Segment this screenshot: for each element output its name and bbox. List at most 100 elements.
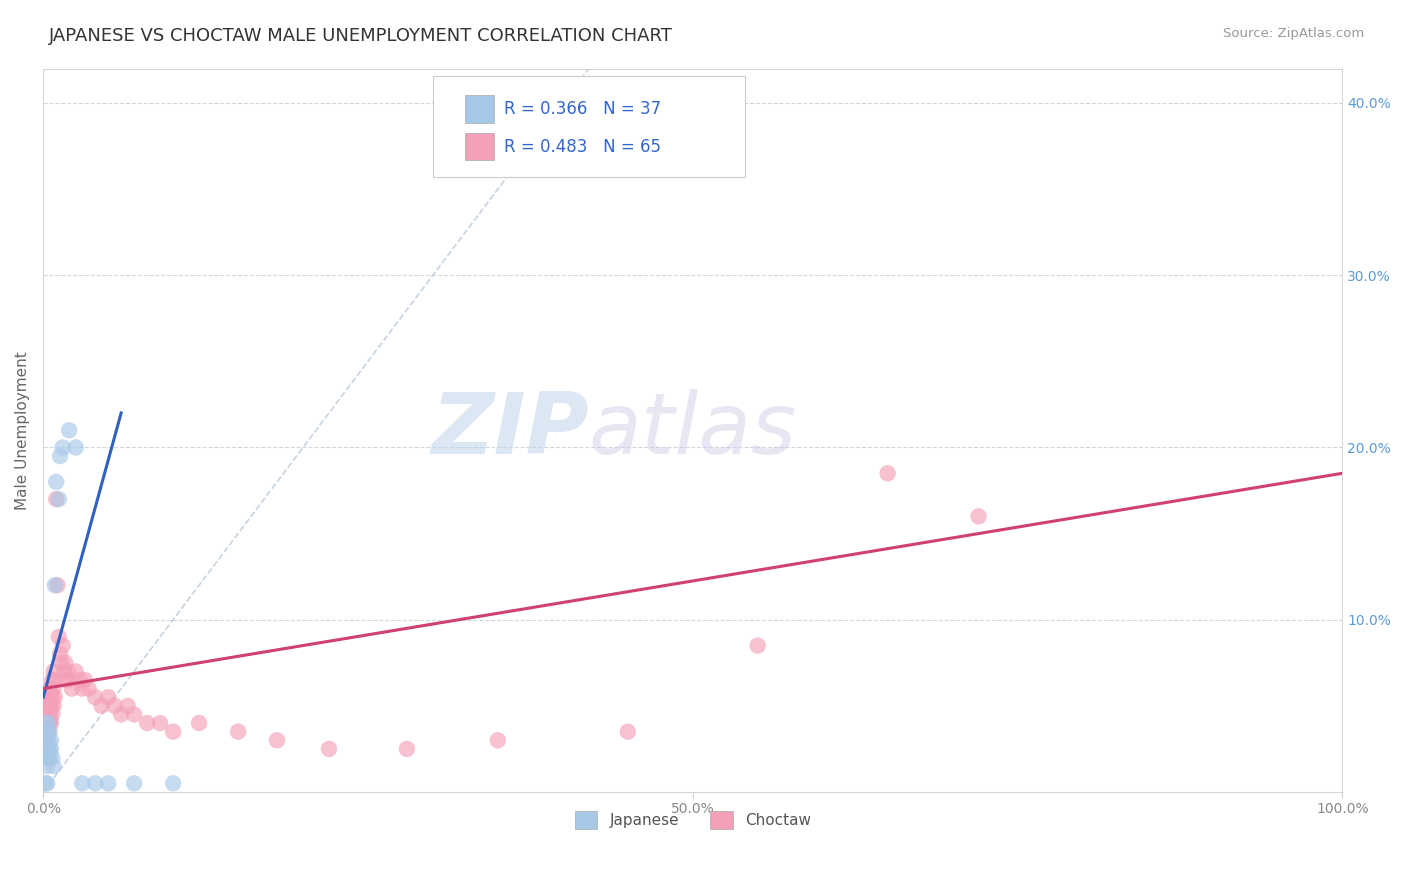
Point (37, 724, 59, 739)
Point (55, 673, 77, 687)
Point (38, 707, 60, 722)
Point (35, 733, 58, 747)
Point (42, 759, 65, 773)
Point (37, 742, 59, 756)
Point (37, 690, 59, 705)
Point (37, 750, 59, 764)
Point (35, 776, 58, 790)
Legend: Japanese, Choctaw: Japanese, Choctaw (568, 805, 817, 835)
Point (35, 733, 58, 747)
Point (38, 716, 60, 731)
Point (35, 707, 58, 722)
Point (49, 449, 72, 463)
Point (318, 742, 340, 756)
Point (69, 673, 91, 687)
Point (52, 441, 75, 455)
Text: Source: ZipAtlas.com: Source: ZipAtlas.com (1223, 27, 1364, 40)
Point (110, 707, 132, 722)
Point (34, 733, 56, 747)
Point (84, 776, 107, 790)
Point (104, 698, 127, 713)
Point (84, 690, 107, 705)
Point (65, 441, 87, 455)
Point (876, 467, 898, 481)
Point (122, 776, 145, 790)
Point (38, 681, 60, 696)
Point (266, 733, 288, 747)
Point (70, 681, 93, 696)
Point (34, 724, 56, 739)
Point (41, 707, 63, 722)
Point (149, 716, 172, 731)
Point (49, 647, 72, 661)
Point (38, 742, 60, 756)
Point (34, 742, 56, 756)
Point (35, 724, 58, 739)
Point (97, 776, 120, 790)
Point (747, 639, 769, 653)
Point (90, 698, 112, 713)
Point (35, 733, 58, 747)
Point (188, 716, 211, 731)
Point (44, 690, 66, 705)
Point (39, 733, 62, 747)
Point (46, 578, 69, 592)
Point (48, 630, 70, 644)
Point (45, 475, 67, 489)
Text: JAPANESE VS CHOCTAW MALE UNEMPLOYMENT CORRELATION CHART: JAPANESE VS CHOCTAW MALE UNEMPLOYMENT CO… (49, 27, 673, 45)
Point (35, 724, 58, 739)
Point (38, 698, 60, 713)
Text: R = 0.483   N = 65: R = 0.483 N = 65 (505, 137, 661, 155)
FancyBboxPatch shape (433, 76, 745, 177)
Point (73, 673, 96, 687)
Point (70, 776, 93, 790)
Point (967, 509, 990, 524)
Point (77, 681, 100, 696)
Point (162, 724, 184, 739)
Point (35, 716, 58, 731)
Point (41, 690, 63, 705)
Point (53, 656, 76, 670)
Point (395, 742, 418, 756)
Point (58, 423, 80, 437)
Point (38, 750, 60, 764)
Point (44, 578, 66, 592)
Point (39, 742, 62, 756)
Point (97, 690, 120, 705)
Point (65, 665, 87, 679)
Point (35, 750, 58, 764)
Text: ZIP: ZIP (432, 389, 589, 472)
Point (48, 492, 70, 507)
Point (162, 776, 184, 790)
Point (42, 681, 65, 696)
Point (37, 698, 59, 713)
Point (41, 750, 63, 764)
Point (37, 716, 59, 731)
Point (35, 716, 58, 731)
Point (117, 698, 139, 713)
Point (37, 733, 59, 747)
Point (35, 724, 58, 739)
Point (35, 759, 58, 773)
Point (35, 698, 58, 713)
Point (52, 639, 75, 653)
Point (35, 750, 58, 764)
Point (39, 716, 62, 731)
Point (51, 656, 73, 670)
Point (34, 724, 56, 739)
Text: R = 0.366   N = 37: R = 0.366 N = 37 (505, 100, 661, 118)
Point (58, 673, 80, 687)
Point (34, 716, 56, 731)
Point (122, 707, 145, 722)
Point (45, 492, 67, 507)
Point (35, 776, 58, 790)
Point (35, 742, 58, 756)
Point (56, 665, 79, 679)
Point (39, 698, 62, 713)
FancyBboxPatch shape (465, 133, 494, 161)
Point (616, 724, 638, 739)
Point (38, 724, 60, 739)
Point (226, 724, 249, 739)
Point (41, 673, 63, 687)
Point (37, 716, 59, 731)
